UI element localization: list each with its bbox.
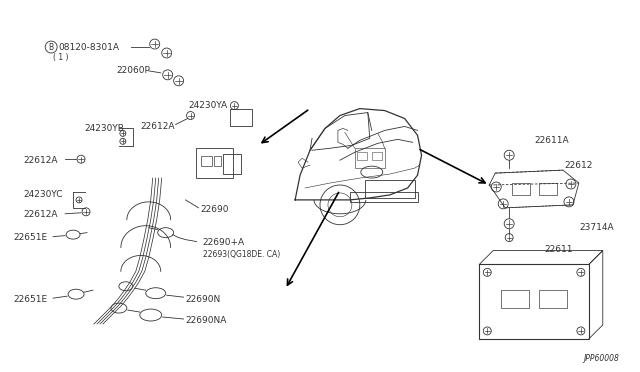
Bar <box>223 154 241 174</box>
Bar <box>512 183 530 195</box>
Text: 22690NA: 22690NA <box>186 317 227 326</box>
Text: 22060P: 22060P <box>116 66 150 76</box>
Bar <box>501 290 529 308</box>
Text: 22612A: 22612A <box>23 156 58 165</box>
Text: 22690+A: 22690+A <box>202 238 244 247</box>
Text: 24230YB: 24230YB <box>84 124 124 133</box>
Bar <box>365 180 415 198</box>
Text: ( 1 ): ( 1 ) <box>53 54 68 62</box>
Bar <box>214 156 221 166</box>
Text: 22651E: 22651E <box>13 295 47 304</box>
Text: 22612: 22612 <box>564 161 592 170</box>
Text: JPP60008: JPP60008 <box>583 354 619 363</box>
Bar <box>355 148 385 168</box>
Text: 22693(QG18DE. CA): 22693(QG18DE. CA) <box>202 250 280 259</box>
Text: 22612A: 22612A <box>141 122 175 131</box>
Text: 22651E: 22651E <box>13 233 47 242</box>
Text: 08120-8301A: 08120-8301A <box>58 42 119 52</box>
Text: 22611A: 22611A <box>534 136 569 145</box>
Bar <box>196 148 234 178</box>
Bar <box>539 290 567 308</box>
Bar <box>200 156 212 166</box>
Bar <box>372 152 381 160</box>
Bar <box>539 183 557 195</box>
Bar <box>357 152 367 160</box>
Text: 24230YC: 24230YC <box>23 190 63 199</box>
Bar <box>479 264 589 339</box>
Text: 22690N: 22690N <box>186 295 221 304</box>
Text: 22611: 22611 <box>544 245 573 254</box>
Text: 23714A: 23714A <box>579 223 614 232</box>
Text: B: B <box>49 42 54 52</box>
Text: 24230YA: 24230YA <box>189 101 228 110</box>
Bar <box>350 192 417 202</box>
Text: 22690: 22690 <box>200 205 229 214</box>
Bar <box>230 109 252 126</box>
Text: 22612A: 22612A <box>23 210 58 219</box>
